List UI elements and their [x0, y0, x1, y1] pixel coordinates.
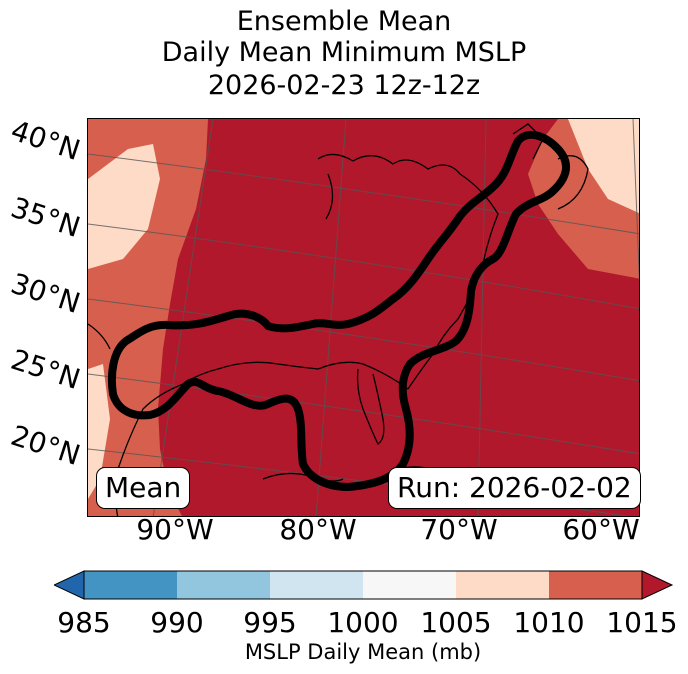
colorbar-tick-985: 985 [57, 606, 111, 639]
title-line-2: Daily Mean Minimum MSLP [161, 37, 527, 68]
colorbar-tick-1015: 1015 [606, 606, 678, 639]
graticule [88, 119, 639, 516]
run-label-box: Run: 2026-02-02 [388, 467, 641, 509]
map-panel [87, 118, 640, 517]
lon-label-90: 90°W [136, 513, 214, 546]
colorbar-tick-1005: 1005 [420, 606, 492, 639]
colorbar-under-arrow [54, 570, 85, 600]
lat-label-30: 30°N [6, 266, 85, 321]
lon-label-80: 80°W [279, 513, 357, 546]
colorbar-tick-995: 995 [243, 606, 297, 639]
colorbar-tick-1010: 1010 [513, 606, 585, 639]
lat-label-25: 25°N [6, 342, 85, 397]
colorbar-over-arrow [641, 570, 674, 600]
lat-label-35: 35°N [6, 190, 85, 245]
colorbar-bin-990 [177, 571, 270, 599]
colorbar [54, 570, 674, 600]
colorbar-label: MSLP Daily Mean (mb) [244, 640, 482, 664]
region-1005-west [88, 144, 160, 269]
title-line-3: 2026-02-23 12z-12z [207, 70, 481, 101]
colorbar-bin-995 [270, 571, 363, 599]
lon-label-60: 60°W [562, 513, 640, 546]
colorbar-bin-1005 [456, 571, 549, 599]
mean-contour [107, 130, 570, 491]
colorbar-tick-1000: 1000 [327, 606, 399, 639]
lon-label-70: 70°W [420, 513, 498, 546]
colorbar-bin-1000 [363, 571, 456, 599]
map-canvas [88, 119, 639, 516]
colorbar-tick-990: 990 [150, 606, 204, 639]
colorbar-bin-985 [84, 571, 177, 599]
colorbar-bin-1010 [549, 571, 642, 599]
lat-label-40: 40°N [6, 113, 85, 168]
region-1005-west-south [88, 364, 110, 499]
title-line-1: Ensemble Mean [236, 6, 452, 37]
mean-label-box: Mean [96, 467, 191, 509]
lat-label-20: 20°N [6, 418, 85, 473]
region-1005-northeast [568, 119, 639, 214]
